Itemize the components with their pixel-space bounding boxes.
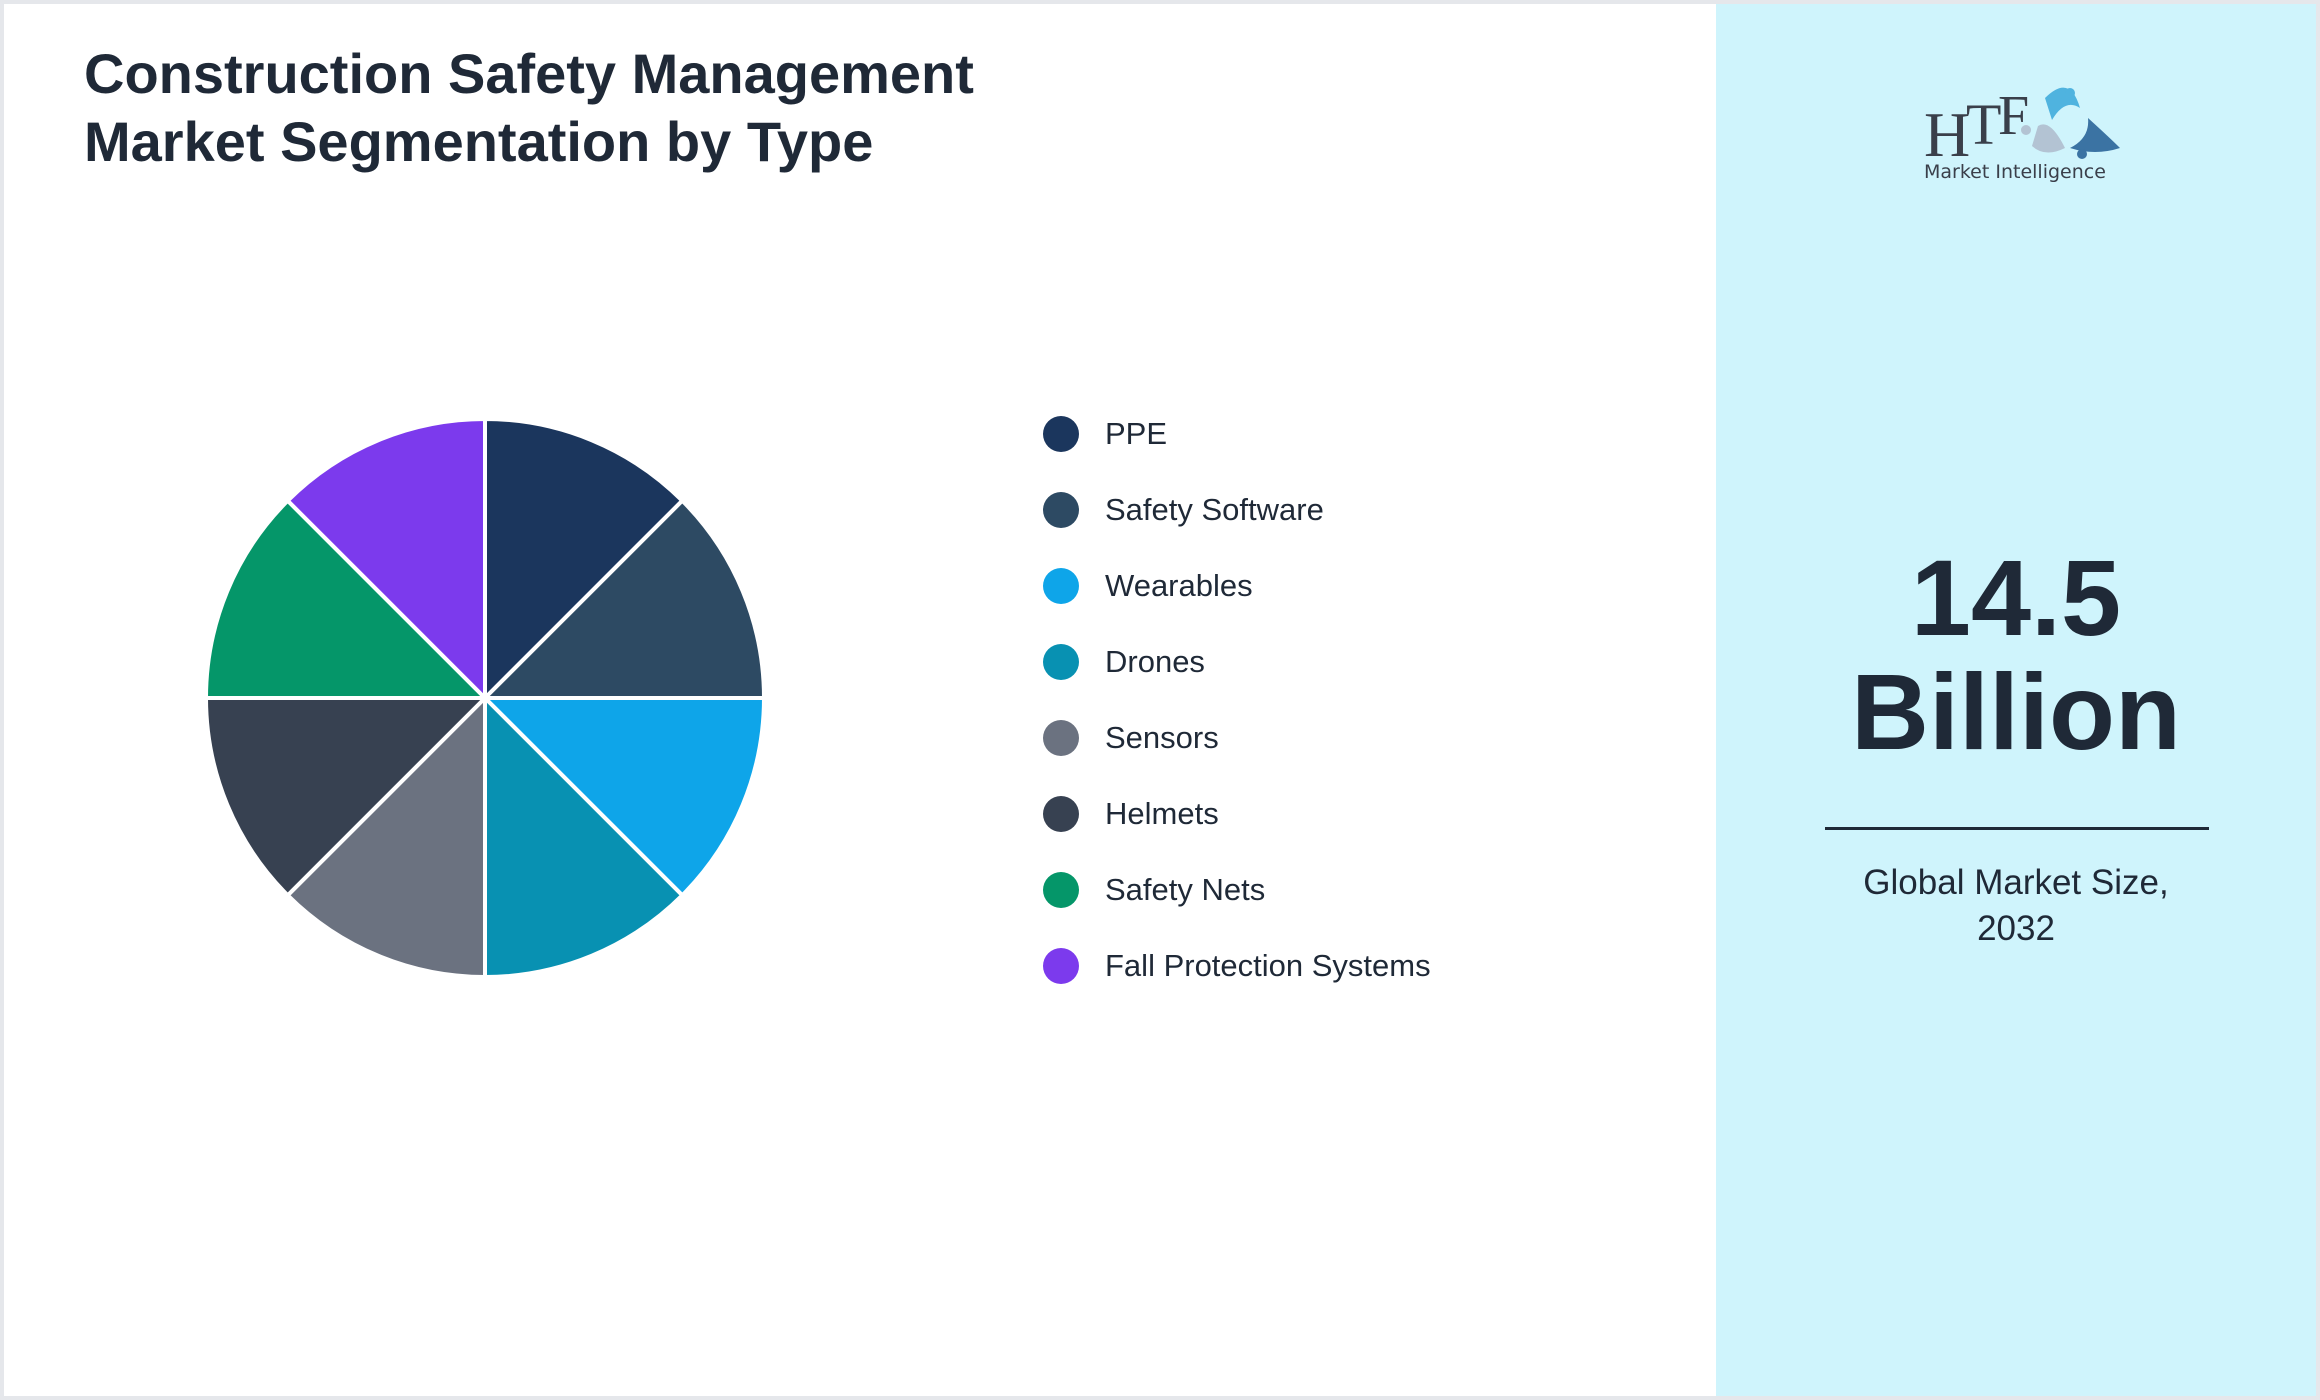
legend-label: Safety Nets	[1105, 872, 1266, 907]
market-size-unit: Billion	[1851, 651, 2181, 772]
legend-swatch	[1043, 416, 1079, 452]
svg-text:Market Intelligence: Market Intelligence	[1924, 161, 2106, 183]
legend-item: Safety Nets	[1043, 872, 1431, 948]
market-size-caption: Global Market Size, 2032	[1716, 860, 2316, 952]
legend-swatch	[1043, 492, 1079, 528]
legend-label: Sensors	[1105, 720, 1219, 755]
pie-slice-helmets	[203, 696, 490, 899]
divider	[1825, 827, 2209, 830]
pie-slice-fall-protection-systems	[284, 416, 487, 703]
svg-text:F: F	[1998, 85, 2029, 147]
market-size-value: 14.5	[1910, 537, 2122, 658]
pie-chart	[203, 416, 767, 980]
caption-line-1: Global Market Size,	[1863, 863, 2169, 902]
pie-slice-sensors	[284, 693, 487, 980]
title-line-2: Market Segmentation by Type	[84, 110, 874, 173]
legend-swatch	[1043, 872, 1079, 908]
legend-label: Drones	[1105, 644, 1205, 679]
legend-label: PPE	[1105, 416, 1168, 451]
legend: PPE Safety Software Wearables Drones Sensors…	[1043, 416, 1431, 1024]
legend-label: Safety Software	[1105, 492, 1324, 527]
legend-item: Sensors	[1043, 720, 1431, 796]
pie-slice-wearables	[480, 696, 767, 899]
legend-swatch	[1043, 948, 1079, 984]
legend-swatch	[1043, 568, 1079, 604]
pie-slice-ppe	[483, 416, 686, 703]
legend-swatch	[1043, 644, 1079, 680]
htf-logo: H T F Market Intelligence	[1924, 85, 2120, 183]
legend-item: Wearables	[1043, 568, 1431, 644]
pie-slice-safety-nets	[203, 497, 490, 700]
legend-item: Safety Software	[1043, 492, 1431, 568]
pie-slice-safety-software	[480, 497, 767, 700]
legend-label: Wearables	[1105, 568, 1253, 603]
legend-swatch	[1043, 796, 1079, 832]
legend-label: Helmets	[1105, 796, 1219, 831]
svg-text:T: T	[1966, 92, 2001, 157]
legend-item: Fall Protection Systems	[1043, 948, 1431, 1024]
legend-item: Helmets	[1043, 796, 1431, 872]
caption-line-2: 2032	[1977, 909, 2055, 948]
chart-title: Construction Safety Management Market Seg…	[84, 40, 974, 176]
legend-item: Drones	[1043, 644, 1431, 720]
title-line-1: Construction Safety Management	[84, 42, 974, 105]
svg-text:H: H	[1924, 99, 1970, 170]
pie-slice-drones	[483, 693, 686, 980]
legend-label: Fall Protection Systems	[1105, 948, 1431, 983]
market-size-panel	[1716, 4, 2316, 1396]
legend-item: PPE	[1043, 416, 1431, 492]
legend-swatch	[1043, 720, 1079, 756]
